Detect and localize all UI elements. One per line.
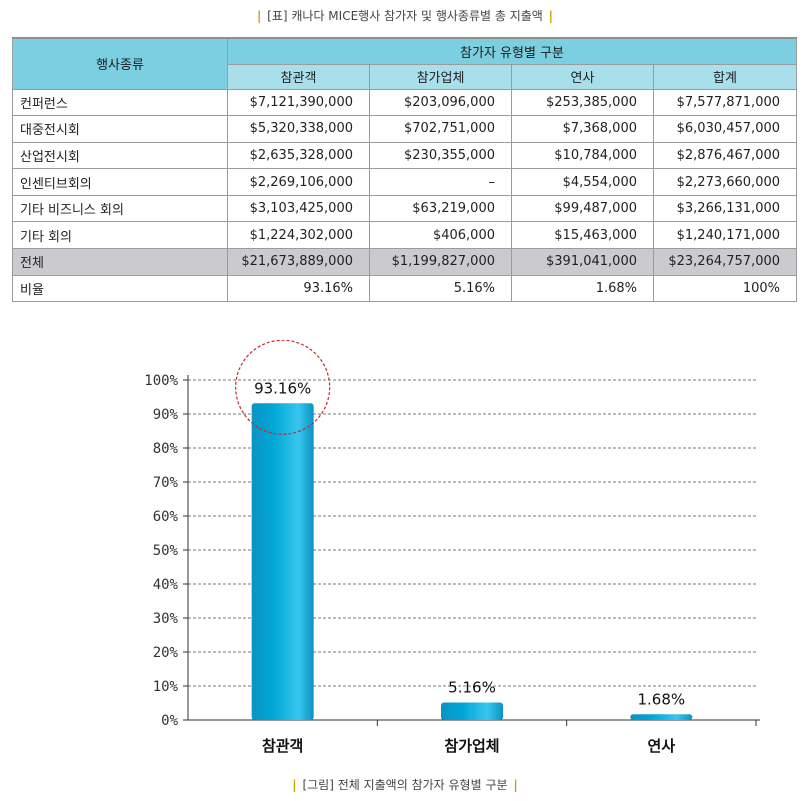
total-row: 전체 $21,673,889,000 $1,199,827,000 $391,0… (12, 248, 798, 276)
y-tick-label: 60% (153, 509, 179, 525)
caption-right-bar: | (513, 778, 518, 792)
table-caption: | [표] 캐나다 MICE행사 참가자 및 행사종류별 총 지출액 | (0, 9, 810, 23)
data-label: 93.16% (254, 379, 311, 397)
table-row: 대중전시회 $5,320,338,000 $702,751,000 $7,368… (12, 115, 798, 143)
category-header: 행사종류 (12, 37, 228, 90)
table-cell: $230,355,000 (369, 141, 512, 170)
y-tick-label: 50% (153, 543, 179, 559)
column-header: 참가업체 (369, 63, 512, 90)
table-cell: $7,368,000 (511, 115, 654, 143)
table-cell: $99,487,000 (511, 194, 654, 223)
data-label: 1.68% (638, 690, 686, 708)
bar (441, 702, 503, 720)
bar (251, 403, 314, 720)
table-row: 산업전시회 $2,635,328,000 $230,355,000 $10,78… (12, 141, 798, 170)
category-label: 연사 (648, 737, 676, 755)
column-header: 연사 (511, 63, 654, 90)
category-label: 참가업체 (444, 737, 499, 755)
table-cell: – (369, 168, 512, 196)
table-cell: $5,320,338,000 (227, 115, 370, 143)
y-tick-label: 100% (144, 373, 178, 389)
table-cell: $7,577,871,000 (652, 88, 798, 117)
y-tick-label: 70% (153, 475, 179, 491)
table-cell: $2,635,328,000 (227, 141, 370, 170)
row-label: 산업전시회 (12, 141, 228, 170)
column-header: 참관객 (227, 63, 370, 90)
table-cell: $10,784,000 (511, 141, 654, 170)
table-cell: $2,269,106,000 (227, 168, 370, 196)
table-cell: 93.16% (227, 274, 370, 303)
table-cell: $1,199,827,000 (369, 248, 512, 276)
table-cell: $2,876,467,000 (652, 141, 798, 170)
table-row: 기타 회의 $1,224,302,000 $406,000 $15,463,00… (12, 221, 798, 250)
table-cell: 1.68% (511, 274, 654, 303)
bar-chart: 0% 10% 20% 30% 40% 50% 60% 70% 80% 90% 100% 93.16% 참… (144, 340, 760, 755)
column-header: 합계 (652, 63, 798, 90)
table-cell: $7,121,390,000 (227, 88, 370, 117)
category-label: 참관객 (262, 737, 303, 755)
table-cell: $63,219,000 (369, 194, 512, 223)
row-label: 컨퍼런스 (12, 88, 228, 117)
table-row: 인센티브회의 $2,269,106,000 – $4,554,000 $2,27… (12, 168, 798, 196)
group-header: 참가자 유형별 구분 (226, 37, 798, 65)
table-cell: $23,264,757,000 (652, 248, 798, 276)
table-cell: $3,103,425,000 (227, 194, 370, 223)
y-tick-label: 80% (153, 441, 179, 457)
ratio-row: 비율 93.16% 5.16% 1.68% 100% (12, 274, 798, 303)
table-cell: $253,385,000 (511, 88, 654, 117)
table-cell: 5.16% (369, 274, 512, 303)
y-tick-label: 30% (153, 611, 179, 627)
row-label: 기타 회의 (12, 221, 228, 250)
row-label: 대중전시회 (12, 115, 228, 143)
table-row: 기타 비즈니스 회의 $3,103,425,000 $63,219,000 $9… (12, 194, 798, 223)
caption-left-bar: | (256, 9, 262, 23)
caption-right-bar: | (548, 9, 554, 23)
row-label: 비율 (12, 274, 228, 303)
figure-caption-text: [그림] 전체 지출액의 참가자 유형별 구분 (302, 778, 508, 792)
table-cell: $15,463,000 (511, 221, 654, 250)
y-tick-label: 90% (153, 407, 179, 423)
table-cell: $391,041,000 (511, 248, 654, 276)
row-label: 인센티브회의 (12, 168, 228, 196)
table-cell: $4,554,000 (511, 168, 654, 196)
table-cell: $702,751,000 (369, 115, 512, 143)
table-cell: $6,030,457,000 (652, 115, 798, 143)
table-row: 컨퍼런스 $7,121,390,000 $203,096,000 $253,38… (12, 88, 798, 117)
expense-table: 행사종류 참가자 유형별 구분 참관객 참가업체 연사 합계 컨퍼런스 $7,1… (12, 37, 798, 303)
data-label: 5.16% (448, 678, 496, 696)
table-caption-text: [표] 캐나다 MICE행사 참가자 및 행사종류별 총 지출액 (267, 9, 543, 23)
row-label: 전체 (12, 248, 228, 276)
y-tick-label: 0% (161, 713, 178, 729)
table-cell: $1,224,302,000 (227, 221, 370, 250)
table-cell: $2,273,660,000 (652, 168, 798, 196)
caption-left-bar: | (292, 778, 297, 792)
chart-area: 0% 10% 20% 30% 40% 50% 60% 70% 80% 90% 100% 93.16% 참… (0, 340, 810, 770)
table-cell: $406,000 (369, 221, 512, 250)
table-cell: $1,240,171,000 (652, 221, 798, 250)
table-cell: $21,673,889,000 (227, 248, 370, 276)
y-tick-label: 40% (153, 577, 179, 593)
bar (630, 714, 693, 720)
table-cell: $3,266,131,000 (652, 194, 798, 223)
highlight-circle (235, 340, 331, 435)
table-cell: 100% (652, 274, 798, 303)
table-cell: $203,096,000 (369, 88, 512, 117)
y-tick-label: 20% (153, 645, 179, 661)
y-tick-label: 10% (153, 679, 179, 695)
row-label: 기타 비즈니스 회의 (12, 194, 228, 223)
figure-caption: | [그림] 전체 지출액의 참가자 유형별 구분 | (0, 778, 810, 792)
